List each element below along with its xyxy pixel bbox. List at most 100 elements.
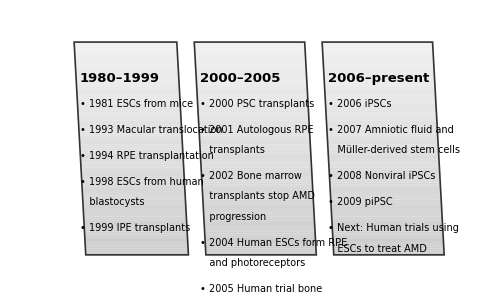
Polygon shape	[197, 93, 308, 95]
Polygon shape	[194, 49, 305, 51]
Polygon shape	[75, 61, 178, 63]
Polygon shape	[76, 63, 178, 66]
Polygon shape	[327, 131, 438, 133]
Text: • 2005 Human trial bone: • 2005 Human trial bone	[200, 284, 322, 294]
Polygon shape	[196, 78, 307, 80]
Polygon shape	[74, 44, 177, 46]
Polygon shape	[202, 183, 312, 185]
Polygon shape	[329, 168, 440, 170]
Polygon shape	[325, 97, 436, 100]
Polygon shape	[334, 248, 444, 250]
Polygon shape	[78, 119, 181, 121]
Polygon shape	[196, 87, 307, 89]
Polygon shape	[205, 238, 316, 240]
Polygon shape	[80, 138, 182, 140]
Polygon shape	[328, 155, 439, 157]
Polygon shape	[204, 225, 315, 227]
Polygon shape	[84, 229, 187, 231]
Polygon shape	[200, 136, 310, 138]
Polygon shape	[333, 238, 444, 240]
Polygon shape	[196, 74, 306, 76]
Polygon shape	[328, 157, 439, 159]
Polygon shape	[328, 153, 438, 155]
Polygon shape	[326, 121, 437, 123]
Polygon shape	[81, 172, 184, 174]
Polygon shape	[327, 127, 438, 129]
Polygon shape	[332, 219, 442, 221]
Polygon shape	[80, 142, 182, 144]
Polygon shape	[195, 55, 306, 57]
Polygon shape	[326, 104, 436, 106]
Polygon shape	[332, 231, 443, 234]
Polygon shape	[328, 144, 438, 146]
Polygon shape	[324, 80, 435, 83]
Polygon shape	[201, 170, 312, 172]
Polygon shape	[200, 155, 311, 157]
Polygon shape	[331, 208, 442, 210]
Text: • 1993 Macular translocation: • 1993 Macular translocation	[80, 125, 223, 135]
Polygon shape	[204, 214, 314, 217]
Polygon shape	[198, 100, 308, 102]
Polygon shape	[76, 76, 179, 78]
Polygon shape	[84, 223, 187, 225]
Polygon shape	[78, 123, 182, 125]
Text: • 2006 iPSCs: • 2006 iPSCs	[328, 99, 392, 109]
Polygon shape	[332, 214, 442, 217]
Polygon shape	[326, 116, 436, 119]
Polygon shape	[83, 206, 186, 208]
Polygon shape	[196, 80, 307, 83]
Polygon shape	[332, 225, 442, 227]
Polygon shape	[330, 187, 440, 189]
Polygon shape	[194, 51, 306, 53]
Polygon shape	[202, 195, 313, 197]
Polygon shape	[196, 66, 306, 68]
Polygon shape	[85, 238, 188, 240]
Polygon shape	[194, 44, 305, 46]
Polygon shape	[327, 136, 438, 138]
Polygon shape	[198, 97, 308, 100]
Polygon shape	[195, 53, 306, 55]
Polygon shape	[330, 183, 440, 185]
Text: 2006–present: 2006–present	[328, 71, 429, 84]
Polygon shape	[82, 197, 186, 200]
Polygon shape	[78, 108, 180, 110]
Polygon shape	[82, 176, 184, 178]
Polygon shape	[84, 231, 188, 234]
Polygon shape	[332, 210, 442, 212]
Polygon shape	[80, 157, 183, 159]
Polygon shape	[202, 185, 312, 187]
Polygon shape	[84, 219, 186, 221]
Polygon shape	[78, 102, 180, 104]
Polygon shape	[326, 106, 436, 108]
Polygon shape	[81, 163, 184, 166]
Polygon shape	[200, 142, 310, 144]
Polygon shape	[326, 119, 437, 121]
Polygon shape	[76, 85, 180, 87]
Polygon shape	[194, 46, 305, 49]
Polygon shape	[206, 253, 316, 255]
Polygon shape	[74, 51, 178, 53]
Polygon shape	[202, 197, 314, 200]
Polygon shape	[326, 100, 436, 102]
Polygon shape	[74, 46, 177, 49]
Polygon shape	[326, 108, 436, 110]
Polygon shape	[197, 91, 308, 93]
Polygon shape	[332, 212, 442, 214]
Polygon shape	[324, 83, 435, 85]
Polygon shape	[204, 231, 315, 234]
Polygon shape	[82, 200, 186, 202]
Polygon shape	[80, 148, 182, 151]
Polygon shape	[84, 210, 186, 212]
Polygon shape	[324, 68, 434, 70]
Polygon shape	[75, 57, 178, 59]
Polygon shape	[331, 204, 442, 206]
Polygon shape	[325, 95, 436, 97]
Polygon shape	[330, 189, 440, 191]
Polygon shape	[196, 85, 307, 87]
Polygon shape	[199, 129, 310, 131]
Text: progression: progression	[200, 212, 266, 222]
Polygon shape	[332, 229, 443, 231]
Polygon shape	[202, 172, 312, 174]
Polygon shape	[77, 91, 180, 93]
Polygon shape	[329, 172, 440, 174]
